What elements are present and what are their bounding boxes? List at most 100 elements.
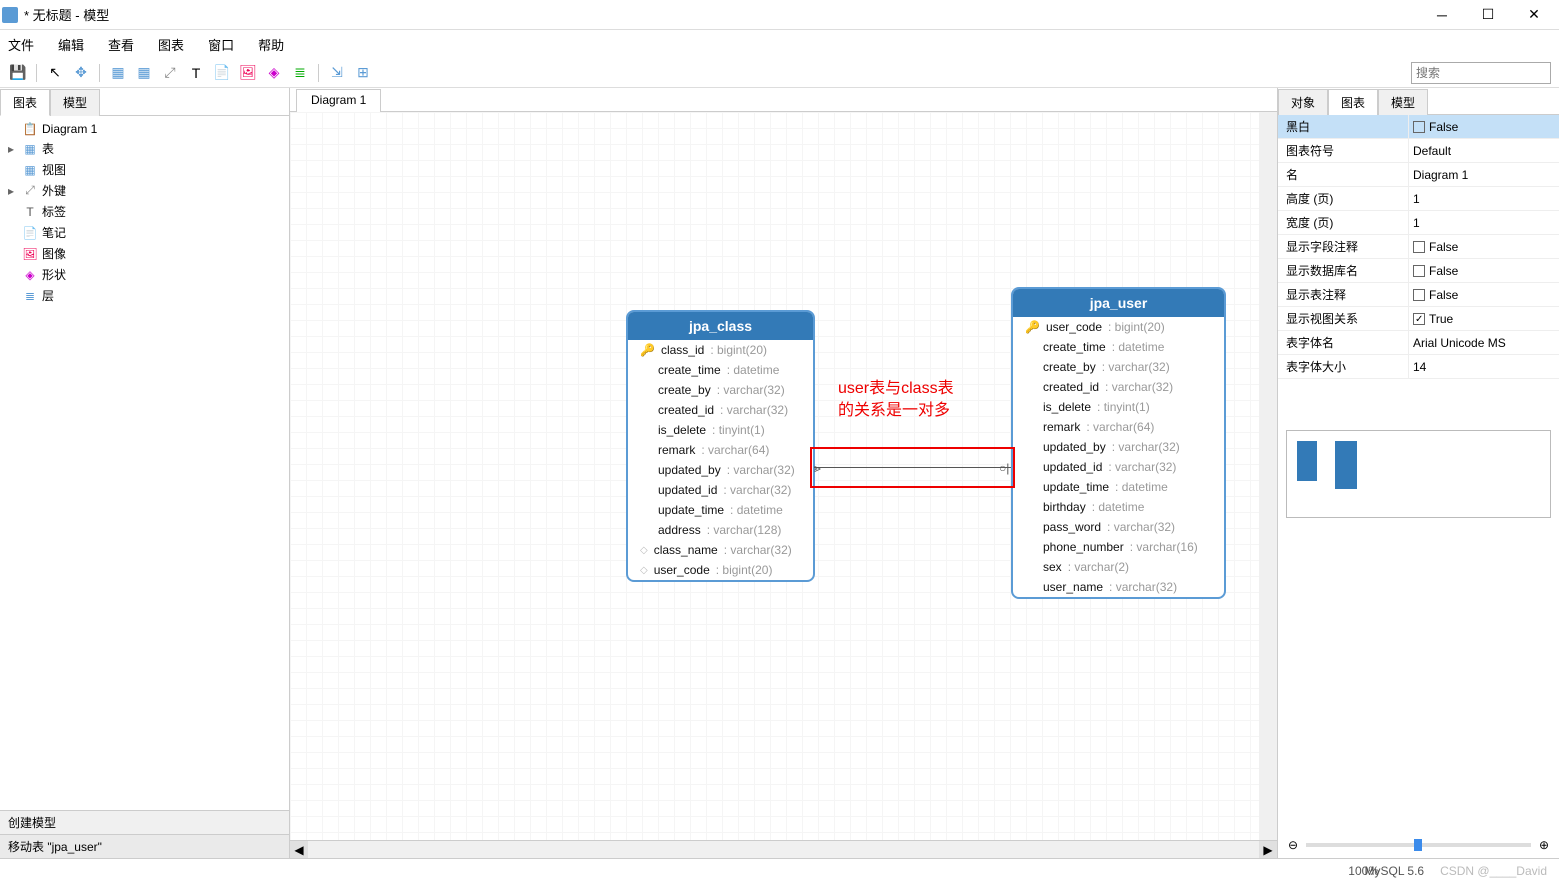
menu-edit[interactable]: 编辑 xyxy=(58,35,84,54)
entity-header: jpa_class xyxy=(628,312,813,340)
right-tab-object[interactable]: 对象 xyxy=(1278,89,1328,115)
entity-field[interactable]: remark: varchar(64) xyxy=(1013,417,1224,437)
left-tab-diagram[interactable]: 图表 xyxy=(0,89,50,116)
right-tab-diagram[interactable]: 图表 xyxy=(1328,89,1378,115)
entity-field[interactable]: create_by: varchar(32) xyxy=(628,380,813,400)
entity-field[interactable]: create_time: datetime xyxy=(1013,337,1224,357)
relation-line[interactable] xyxy=(814,467,1011,468)
tree-item[interactable]: ◈形状 xyxy=(0,264,289,285)
autolayout-icon[interactable]: ⇲ xyxy=(327,63,347,83)
left-tab-model[interactable]: 模型 xyxy=(50,89,100,116)
vertical-scrollbar[interactable] xyxy=(1259,112,1277,840)
right-tab-model[interactable]: 模型 xyxy=(1378,89,1428,115)
entity-field[interactable]: create_by: varchar(32) xyxy=(1013,357,1224,377)
property-row[interactable]: 表字体名Arial Unicode MS xyxy=(1278,331,1559,355)
tree-item[interactable]: 📄笔记 xyxy=(0,222,289,243)
minimize-button[interactable]: ─ xyxy=(1419,0,1465,30)
minimap[interactable] xyxy=(1286,430,1551,518)
tree-item[interactable]: ▦视图 xyxy=(0,159,289,180)
entity-field[interactable]: 🔑class_id: bigint(20) xyxy=(628,340,813,360)
shape-icon[interactable]: ◈ xyxy=(264,63,284,83)
entity-field[interactable]: updated_by: varchar(32) xyxy=(628,460,813,480)
entity-field[interactable]: sex: varchar(2) xyxy=(1013,557,1224,577)
entity-field[interactable]: remark: varchar(64) xyxy=(628,440,813,460)
menu-view[interactable]: 查看 xyxy=(108,35,134,54)
object-tree: 📋Diagram 1▸▦表▦视图▸⤢外键T标签📄笔记🖼图像◈形状≣层 xyxy=(0,116,289,467)
entity-field[interactable]: birthday: datetime xyxy=(1013,497,1224,517)
zoom-in-icon[interactable]: ⊕ xyxy=(1539,838,1549,852)
entity-field[interactable]: address: varchar(128) xyxy=(628,520,813,540)
entity-table[interactable]: jpa_user🔑user_code: bigint(20)create_tim… xyxy=(1011,287,1226,599)
image-icon[interactable]: 🖼 xyxy=(238,63,258,83)
property-row[interactable]: 显示视图关系 True xyxy=(1278,307,1559,331)
property-row[interactable]: 显示表注释 False xyxy=(1278,283,1559,307)
entity-field[interactable]: created_id: varchar(32) xyxy=(628,400,813,420)
statusbar: MySQL 5.6 CSDN @____David 100% xyxy=(0,858,1559,882)
canvas-tab[interactable]: Diagram 1 xyxy=(296,89,381,112)
save-icon[interactable]: 💾 xyxy=(8,63,28,83)
entity-field[interactable]: pass_word: varchar(32) xyxy=(1013,517,1224,537)
entity-field[interactable]: user_name: varchar(32) xyxy=(1013,577,1224,597)
layer-icon[interactable]: ≣ xyxy=(290,63,310,83)
tree-item[interactable]: T标签 xyxy=(0,201,289,222)
property-row[interactable]: 黑白 False xyxy=(1278,115,1559,139)
checkbox-icon[interactable] xyxy=(1413,265,1425,277)
history-header: 创建模型 xyxy=(0,811,289,835)
entity-field[interactable]: updated_id: varchar(32) xyxy=(628,480,813,500)
note-icon[interactable]: 📄 xyxy=(212,63,232,83)
checkbox-icon[interactable] xyxy=(1413,121,1425,133)
tree-item[interactable]: 🖼图像 xyxy=(0,243,289,264)
scroll-right-icon[interactable]: ▶ xyxy=(1259,841,1277,858)
entity-field[interactable]: created_id: varchar(32) xyxy=(1013,377,1224,397)
property-row[interactable]: 显示字段注释 False xyxy=(1278,235,1559,259)
property-row[interactable]: 名Diagram 1 xyxy=(1278,163,1559,187)
entity-field[interactable]: updated_id: varchar(32) xyxy=(1013,457,1224,477)
property-row[interactable]: 宽度 (页)1 xyxy=(1278,211,1559,235)
menu-diagram[interactable]: 图表 xyxy=(158,35,184,54)
entity-field[interactable]: update_time: datetime xyxy=(628,500,813,520)
entity-field[interactable]: is_delete: tinyint(1) xyxy=(1013,397,1224,417)
entity-field[interactable]: updated_by: varchar(32) xyxy=(1013,437,1224,457)
zoom-out-icon[interactable]: ⊖ xyxy=(1288,838,1298,852)
entity-field[interactable]: ◇class_name: varchar(32) xyxy=(628,540,813,560)
entity-field[interactable]: update_time: datetime xyxy=(1013,477,1224,497)
checkbox-icon[interactable] xyxy=(1413,241,1425,253)
checkbox-icon[interactable] xyxy=(1413,289,1425,301)
fk-icon[interactable]: ⤢ xyxy=(160,63,180,83)
view-icon[interactable]: ▦ xyxy=(134,63,154,83)
tree-item[interactable]: 📋Diagram 1 xyxy=(0,120,289,138)
diagram-canvas[interactable]: jpa_class🔑class_id: bigint(20)create_tim… xyxy=(290,112,1277,840)
history-row[interactable]: 移动表 "jpa_user" xyxy=(0,835,289,858)
menu-window[interactable]: 窗口 xyxy=(208,35,234,54)
property-row[interactable]: 高度 (页)1 xyxy=(1278,187,1559,211)
entity-field[interactable]: is_delete: tinyint(1) xyxy=(628,420,813,440)
tree-item[interactable]: ≣层 xyxy=(0,285,289,306)
grid-icon[interactable]: ⊞ xyxy=(353,63,373,83)
property-row[interactable]: 显示数据库名 False xyxy=(1278,259,1559,283)
toolbar: 💾 ↖ ✥ ▦ ▦ ⤢ T 📄 🖼 ◈ ≣ ⇲ ⊞ xyxy=(0,58,1559,88)
pointer-icon[interactable]: ↖ xyxy=(45,63,65,83)
scroll-left-icon[interactable]: ◀ xyxy=(290,841,308,858)
maximize-button[interactable]: ☐ xyxy=(1465,0,1511,30)
label-icon[interactable]: T xyxy=(186,63,206,83)
annotation-text: user表与class表的关系是一对多 xyxy=(838,378,954,422)
menu-file[interactable]: 文件 xyxy=(8,35,34,54)
table-icon[interactable]: ▦ xyxy=(108,63,128,83)
property-row[interactable]: 表字体大小14 xyxy=(1278,355,1559,379)
checkbox-icon[interactable] xyxy=(1413,313,1425,325)
entity-field[interactable]: ◇user_code: bigint(20) xyxy=(628,560,813,580)
entity-field[interactable]: 🔑user_code: bigint(20) xyxy=(1013,317,1224,337)
search-input[interactable] xyxy=(1411,62,1551,84)
entity-table[interactable]: jpa_class🔑class_id: bigint(20)create_tim… xyxy=(626,310,815,582)
property-row[interactable]: 图表符号Default xyxy=(1278,139,1559,163)
menu-help[interactable]: 帮助 xyxy=(258,35,284,54)
entity-field[interactable]: phone_number: varchar(16) xyxy=(1013,537,1224,557)
entity-field[interactable]: create_time: datetime xyxy=(628,360,813,380)
zoom-slider[interactable]: ⊖ ⊕ xyxy=(1278,832,1559,858)
tree-item[interactable]: ▸▦表 xyxy=(0,138,289,159)
close-button[interactable]: ✕ xyxy=(1511,0,1557,30)
move-icon[interactable]: ✥ xyxy=(71,63,91,83)
tree-item[interactable]: ▸⤢外键 xyxy=(0,180,289,201)
minimap-block xyxy=(1297,441,1317,481)
horizontal-scrollbar[interactable]: ◀ ▶ xyxy=(290,840,1277,858)
